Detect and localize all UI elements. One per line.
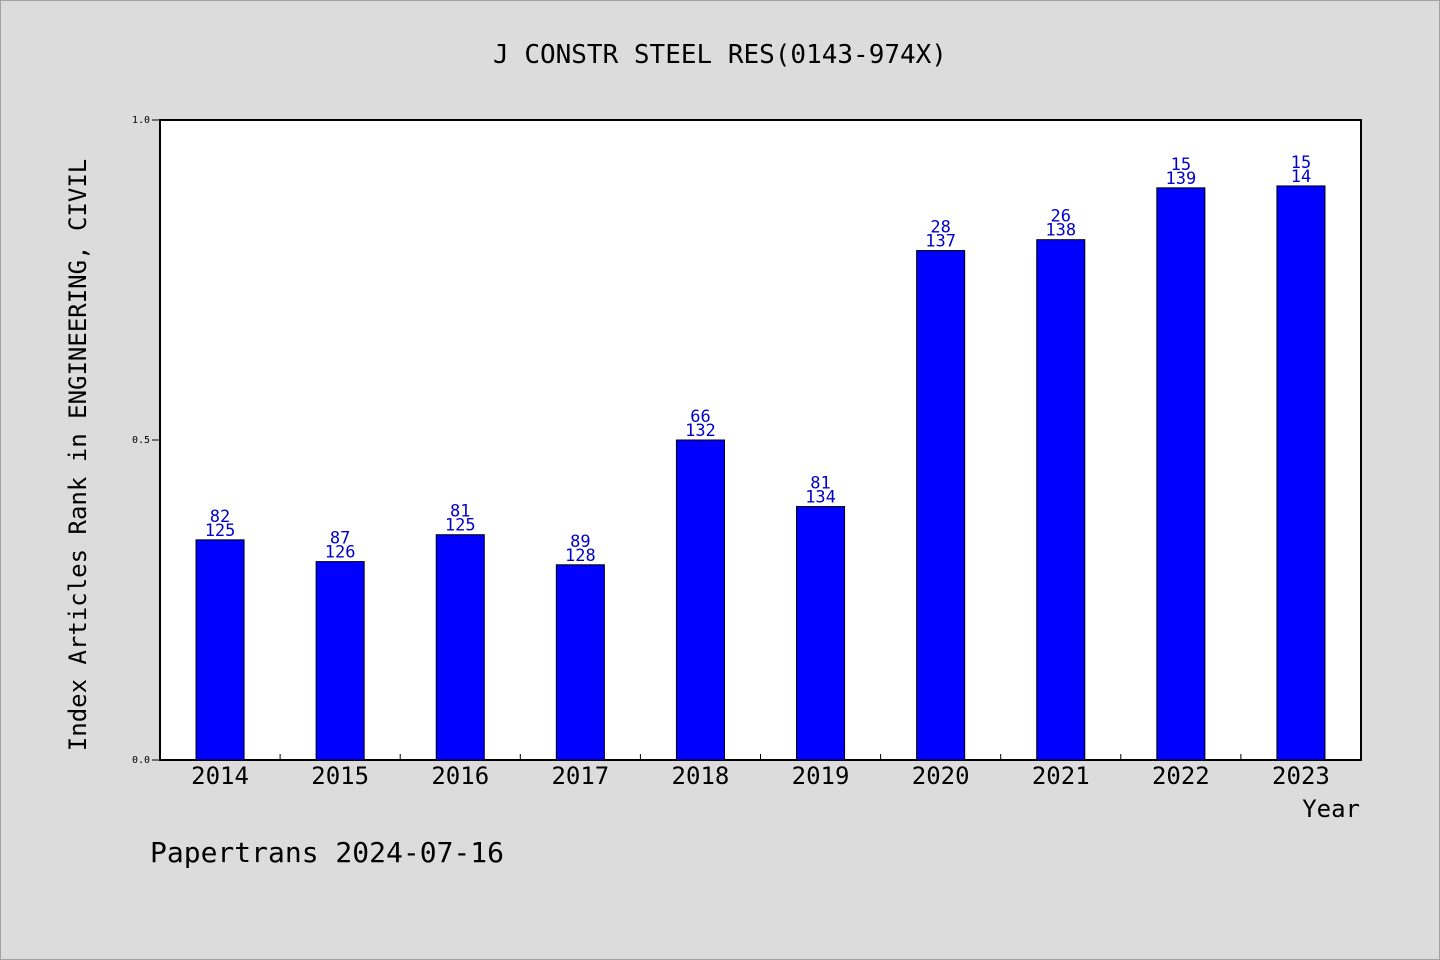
bar-label-top: 81 <box>450 502 470 522</box>
y-tick-label: 1.0 <box>132 115 150 126</box>
x-tick-label: 2017 <box>551 762 609 790</box>
bar-label-bottom: 139 <box>1165 169 1196 189</box>
bar-2023 <box>1276 185 1326 761</box>
x-axis-label: Year <box>1302 795 1360 823</box>
bar-label-top: 89 <box>570 532 590 552</box>
x-tick-label: 2019 <box>792 762 850 790</box>
bar-label-bottom: 134 <box>805 488 836 508</box>
x-tick-label: 2014 <box>191 762 249 790</box>
x-tick-label: 2015 <box>311 762 369 790</box>
bar-label-bottom: 125 <box>445 516 476 536</box>
y-axis-ticks: 0.0 0.5 1.0 <box>132 115 160 766</box>
bar-2014 <box>195 539 245 761</box>
bar-2016 <box>435 534 485 761</box>
bar-label-bottom: 125 <box>205 521 236 541</box>
bar-label-top: 26 <box>1051 207 1071 227</box>
bar-label-bottom: 132 <box>685 421 716 441</box>
bar-label-bottom: 138 <box>1045 221 1076 241</box>
bar-2020 <box>916 250 966 761</box>
bar-label-top: 87 <box>330 529 350 549</box>
bars <box>195 185 1326 761</box>
x-axis-ticks <box>279 754 1242 760</box>
bar-label-bottom: 137 <box>925 232 956 252</box>
bar-label-top: 15 <box>1291 153 1311 173</box>
bar-2015 <box>315 561 365 761</box>
bar-2022 <box>1156 187 1206 761</box>
bar-label-bottom: 126 <box>325 543 356 563</box>
bar-label-top: 28 <box>930 218 950 238</box>
x-tick-label: 2023 <box>1272 762 1330 790</box>
bar-label-bottom: 128 <box>565 546 596 566</box>
footer-text: Papertrans 2024-07-16 <box>150 836 504 869</box>
bar-label-bottom: 14 <box>1291 167 1311 187</box>
y-tick-label: 0.5 <box>132 435 150 446</box>
bar-2019 <box>796 506 846 761</box>
bar-label-top: 66 <box>690 407 710 427</box>
x-tick-label: 2021 <box>1032 762 1090 790</box>
bar-labels: 2014821252015871262016811252017891282018… <box>191 153 1330 790</box>
bar-2021 <box>1036 239 1086 761</box>
x-tick-label: 2020 <box>912 762 970 790</box>
bar-label-top: 82 <box>210 507 230 527</box>
y-tick-label: 0.0 <box>132 755 150 766</box>
x-tick-label: 2018 <box>672 762 730 790</box>
x-tick-label: 2022 <box>1152 762 1210 790</box>
y-axis-label: Index Articles Rank in ENGINEERING, CIVI… <box>64 159 92 751</box>
bar-label-top: 15 <box>1171 155 1191 175</box>
chart-title: J CONSTR STEEL RES(0143-974X) <box>493 40 947 70</box>
bar-label-top: 81 <box>810 474 830 494</box>
x-tick-label: 2016 <box>431 762 489 790</box>
bar-2017 <box>555 564 605 761</box>
bar-2018 <box>675 439 725 761</box>
